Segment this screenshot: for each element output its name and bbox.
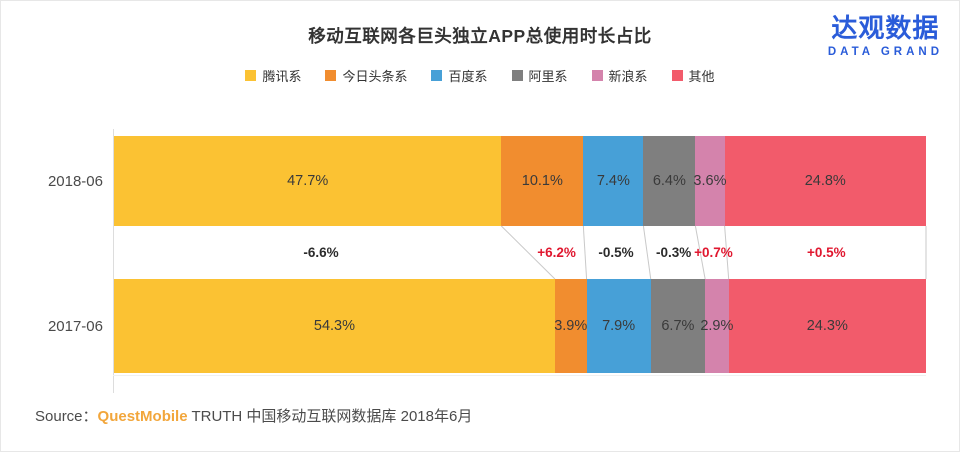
legend-swatch-icon <box>511 70 523 81</box>
source-brand: QuestMobile <box>97 408 188 425</box>
bar-segment-value: 6.4% <box>652 173 686 189</box>
bar-segment-0-5: 24.8% <box>724 136 926 226</box>
connector-line <box>643 226 650 279</box>
bar-segment-0-1: 10.1% <box>501 136 584 226</box>
bar-segment-0-3: 6.4% <box>643 136 696 226</box>
bar-segment-value: 47.7% <box>287 173 329 189</box>
legend: 腾讯系 今日头条系 百度系 阿里系 新浪系 其他 <box>1 66 959 85</box>
bar-segment-1-0: 54.3% <box>114 279 555 373</box>
source-label: Source： <box>35 408 98 425</box>
legend-label: 今日头条系 <box>342 69 408 84</box>
change-label-1: +6.2% <box>537 245 576 260</box>
bar-segment-1-3: 6.7% <box>650 279 706 373</box>
bar-segment-value: 7.9% <box>602 318 636 334</box>
legend-swatch-icon <box>671 70 683 81</box>
plot-baseline <box>113 375 926 376</box>
legend-label: 新浪系 <box>608 69 648 84</box>
bar-segment-value: 24.3% <box>806 318 848 334</box>
bar-segment-value: 3.9% <box>554 318 588 334</box>
bar-segment-1-1: 3.9% <box>554 279 588 373</box>
connector-line <box>695 226 705 279</box>
legend-swatch-icon <box>431 70 443 81</box>
brand-logo-cn: 达观数据 <box>831 13 940 43</box>
bar-segment-0-2: 7.4% <box>583 136 644 226</box>
bar-segment-value: 3.6% <box>693 173 727 189</box>
legend-item-0: 腾讯系 <box>245 66 301 85</box>
bar-row-2018-06: 47.7% 10.1% 7.4% 6.4% 3.6% 24.8% <box>114 136 926 226</box>
brand-logo: 达观数据 DATA GRAND <box>828 14 943 58</box>
change-label-5: +0.5% <box>806 245 846 260</box>
bar-segment-value: 2.9% <box>700 318 734 334</box>
change-label-2: -0.5% <box>598 245 634 260</box>
legend-label: 百度系 <box>448 69 488 84</box>
brand-logo-en: DATA GRAND <box>827 45 943 58</box>
connector-line <box>583 226 586 279</box>
y-axis-line <box>113 129 114 393</box>
legend-swatch-icon <box>325 70 337 81</box>
change-label-3: -0.3% <box>656 245 692 260</box>
bar-segment-0-0: 47.7% <box>114 136 502 226</box>
bar-segment-value: 24.8% <box>804 173 846 189</box>
connector-lines <box>114 226 926 279</box>
change-label-0: -6.6% <box>303 245 339 260</box>
legend-item-3: 阿里系 <box>511 66 568 85</box>
change-band: -6.6% +6.2% -0.5% -0.3% +0.7% +0.5% <box>114 226 926 279</box>
category-label-2017-06: 2017-06 <box>47 317 103 335</box>
bar-segment-0-4: 3.6% <box>693 136 727 226</box>
legend-item-2: 百度系 <box>431 66 488 85</box>
legend-item-4: 新浪系 <box>591 66 648 85</box>
connector-line <box>725 226 729 279</box>
legend-item-5: 其他 <box>671 66 715 85</box>
legend-item-1: 今日头条系 <box>325 66 407 85</box>
source-note: Source：QuestMobile TRUTH 中国移动互联网数据库 2018… <box>35 405 472 426</box>
connector-line <box>501 226 555 279</box>
legend-label: 阿里系 <box>528 69 568 84</box>
category-label-2018-06: 2018-06 <box>47 172 103 190</box>
bar-segment-1-2: 7.9% <box>586 279 651 373</box>
bar-segment-value: 7.4% <box>596 173 630 189</box>
change-label-4: +0.7% <box>694 245 733 260</box>
bar-segment-value: 10.1% <box>521 173 563 189</box>
source-rest: TRUTH 中国移动互联网数据库 2018年6月 <box>187 408 473 425</box>
legend-label: 其他 <box>688 69 715 84</box>
bar-row-2017-06: 54.3% 3.9% 7.9% 6.7% 2.9% 24.3% <box>114 279 926 373</box>
legend-swatch-icon <box>591 70 603 81</box>
chart-title: 移动互联网各巨头独立APP总使用时长占比 <box>308 26 652 46</box>
legend-label: 腾讯系 <box>262 69 302 84</box>
bar-segment-1-4: 2.9% <box>700 279 733 373</box>
bar-segment-value: 54.3% <box>313 318 356 334</box>
bar-segment-value: 6.7% <box>661 318 695 334</box>
bar-segment-1-5: 24.3% <box>728 279 926 373</box>
legend-swatch-icon <box>245 70 257 81</box>
